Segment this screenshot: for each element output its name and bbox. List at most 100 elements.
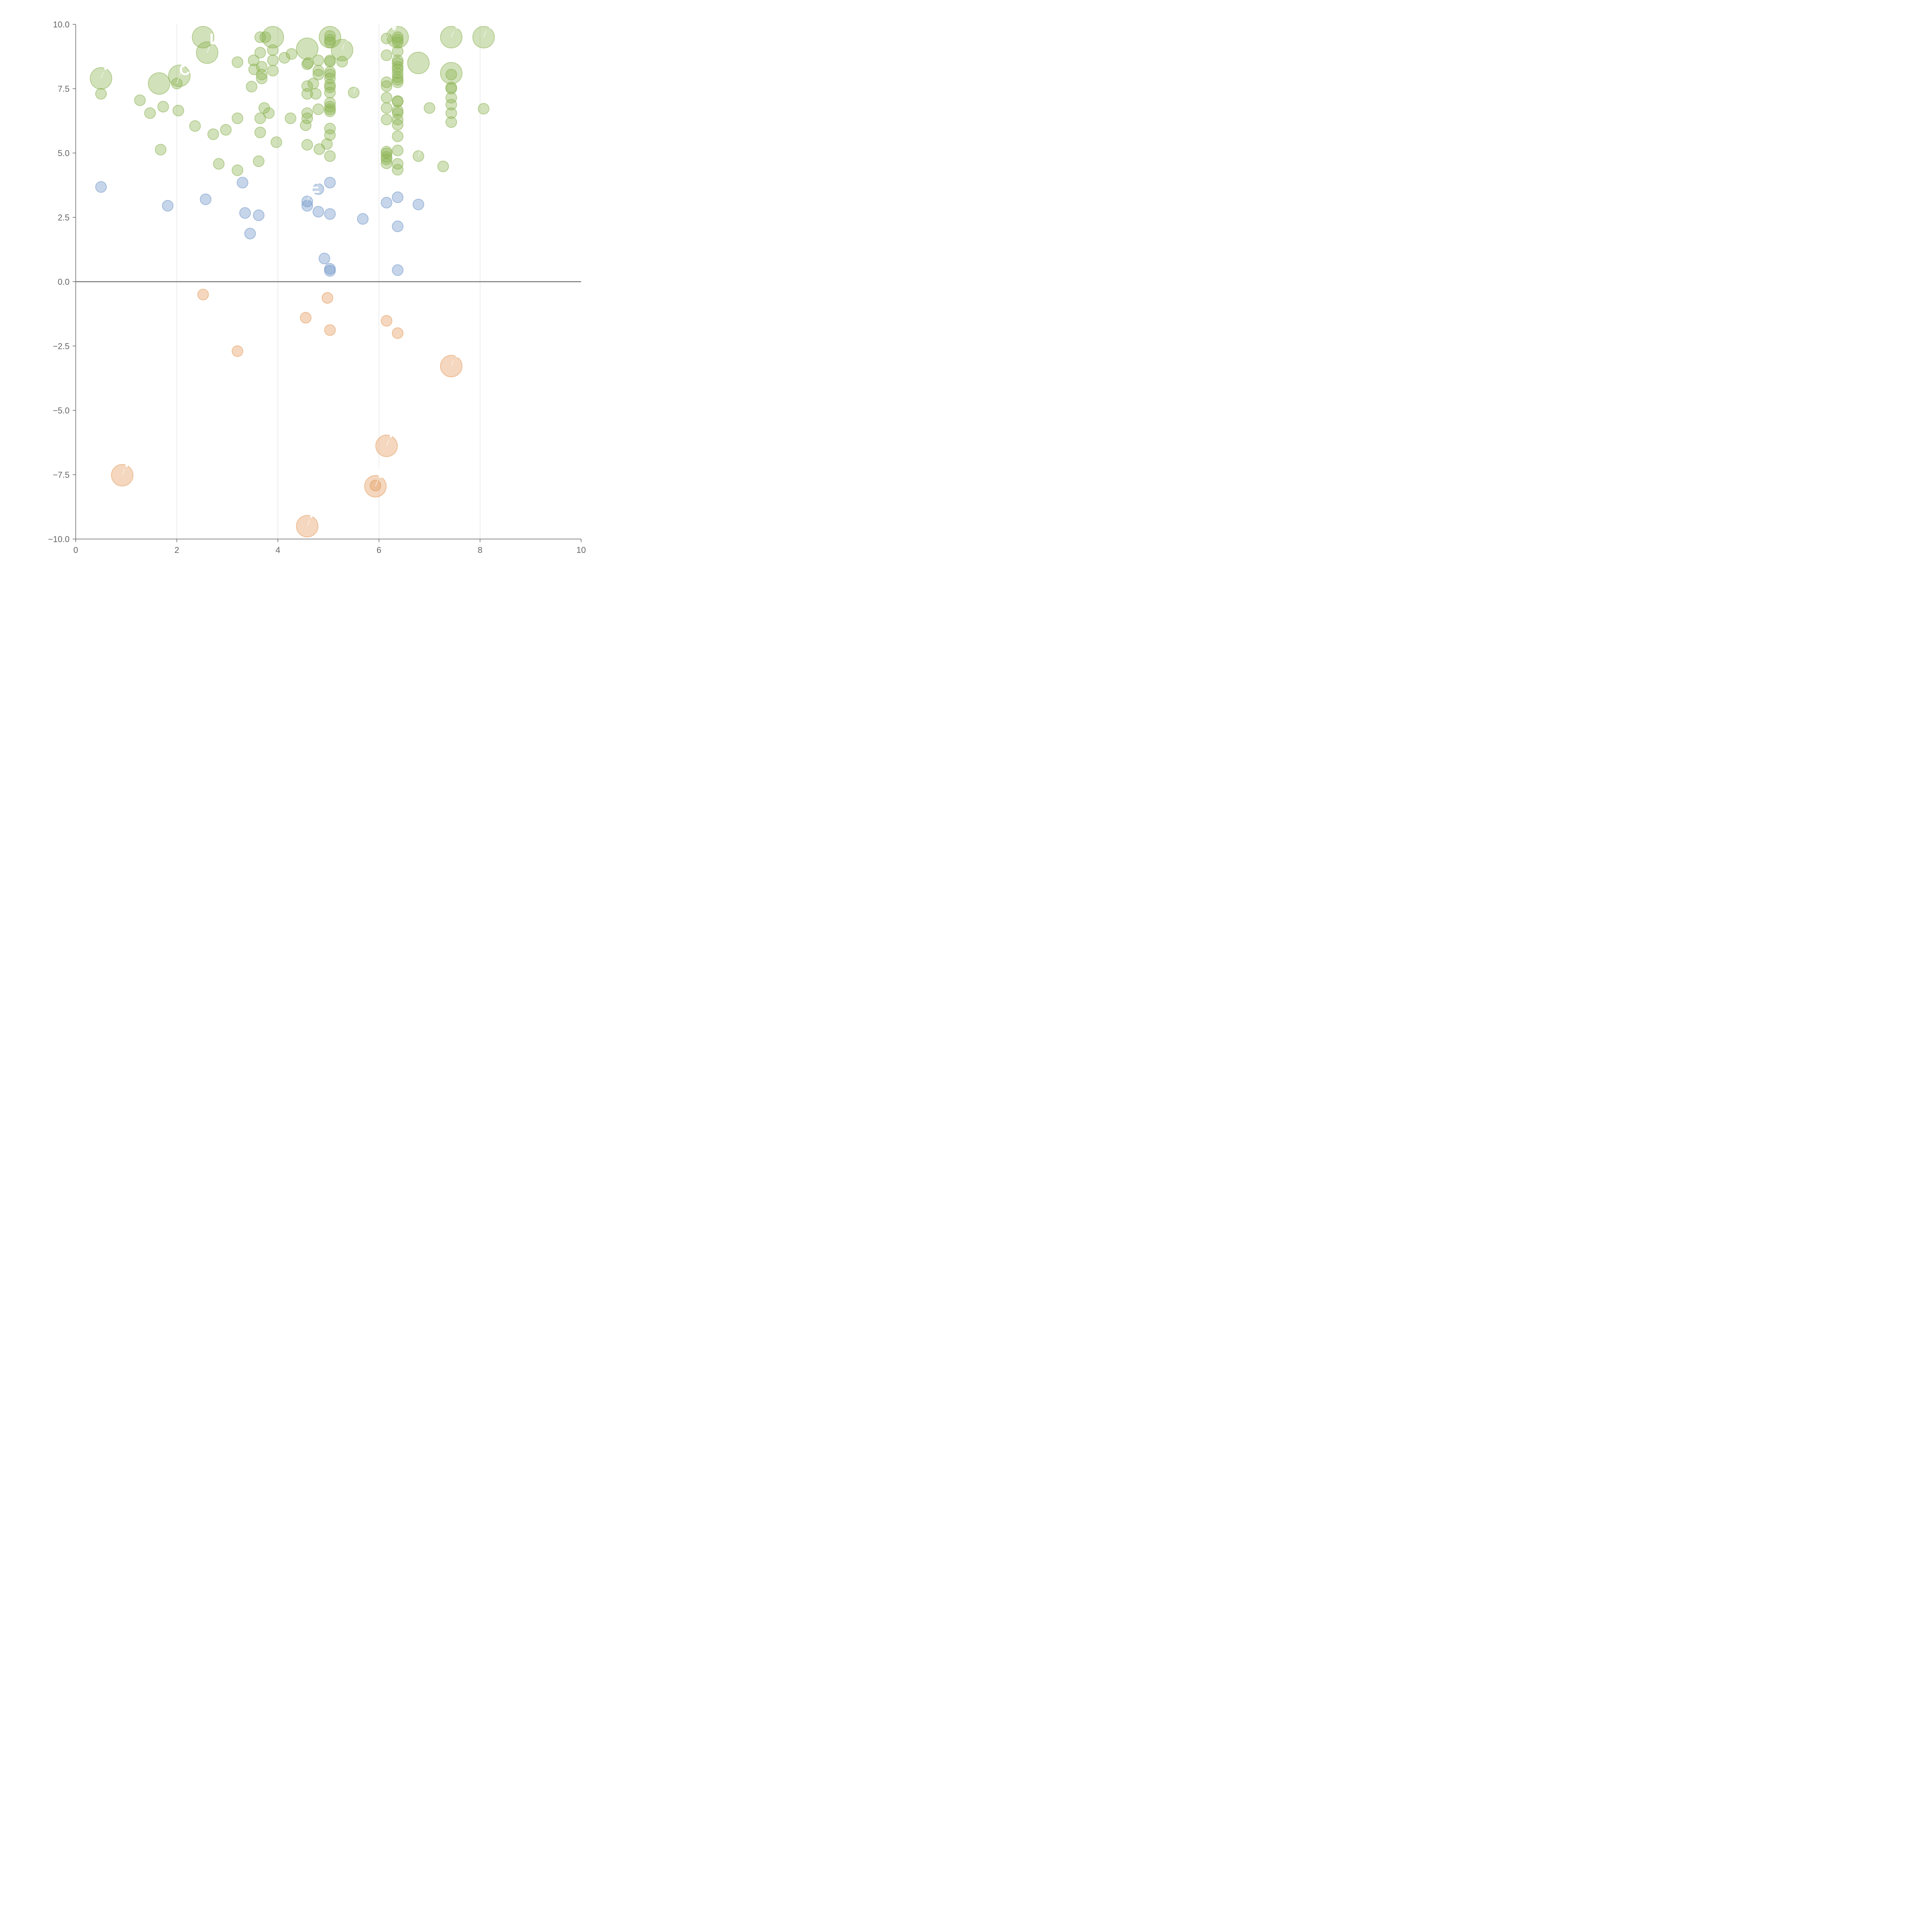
data-point	[262, 26, 284, 49]
data-label: TI	[486, 15, 500, 32]
data-point	[312, 103, 324, 115]
data-label: C	[454, 15, 465, 32]
data-point	[324, 72, 336, 84]
data-point	[392, 119, 404, 131]
data-point	[381, 197, 393, 209]
data-point	[392, 158, 404, 170]
label-leader	[122, 469, 125, 476]
data-point	[324, 68, 336, 80]
data-point	[392, 61, 404, 73]
data-point	[270, 136, 282, 148]
data-point	[324, 101, 336, 113]
x-tick-label: 10	[577, 545, 586, 555]
label-leader	[386, 32, 389, 39]
y-tick-label: 5.0	[58, 148, 70, 158]
data-point	[263, 107, 275, 119]
data-point	[369, 480, 381, 492]
label-leader	[483, 31, 486, 37]
data-point	[381, 49, 393, 61]
x-tick-label: 4	[276, 545, 280, 555]
data-point	[302, 57, 314, 69]
data-label: X	[182, 54, 192, 71]
data-point	[256, 68, 268, 80]
data-point	[301, 139, 313, 151]
label-leader	[179, 69, 182, 76]
data-point	[162, 200, 174, 212]
data-point	[197, 289, 209, 301]
data-label: D	[378, 464, 389, 481]
data-point	[392, 67, 404, 79]
data-point	[300, 119, 312, 131]
y-tick-label: −10.0	[48, 534, 70, 544]
label-leader	[307, 195, 310, 202]
data-point	[381, 151, 393, 163]
data-point	[148, 72, 170, 95]
data-point	[478, 103, 490, 115]
label-leader	[353, 86, 356, 93]
data-point	[392, 327, 404, 339]
data-point	[440, 62, 463, 85]
data-point	[213, 158, 225, 170]
y-tick-label: −2.5	[53, 342, 70, 351]
data-point	[284, 112, 296, 124]
data-point	[324, 105, 336, 117]
data-point	[392, 191, 404, 203]
label-leader	[375, 480, 378, 486]
data-point	[381, 148, 393, 160]
x-tick-label: 2	[174, 545, 179, 555]
data-point	[437, 160, 449, 172]
data-label: V	[389, 17, 399, 34]
bubble-chart: 0 2 4 6 8 10 −10.0 −7.5 −5.0 −2.5 0.0 2.5 5.0 7.5 10.0…	[48, 15, 586, 555]
data-point	[312, 183, 324, 195]
data-point	[134, 94, 146, 106]
data-point	[324, 177, 336, 189]
data-point	[324, 122, 336, 134]
data-point	[336, 56, 348, 68]
data-point	[324, 66, 336, 78]
data-point	[144, 107, 156, 119]
data-point	[381, 80, 393, 92]
data-point	[381, 153, 393, 165]
data-point	[445, 116, 457, 128]
data-point	[95, 181, 107, 193]
data-point	[231, 345, 243, 357]
data-point	[300, 312, 312, 324]
data-point	[392, 74, 404, 86]
y-tick-label: 10.0	[53, 20, 70, 29]
data-point	[239, 207, 251, 219]
x-tick-label: 0	[73, 545, 78, 555]
data-label: C	[356, 70, 367, 87]
data-point	[296, 37, 319, 60]
data-point	[321, 292, 333, 304]
data-point	[248, 54, 260, 66]
data-point	[392, 145, 404, 156]
data-point	[381, 315, 393, 327]
data-point	[392, 220, 404, 232]
data-label: A	[310, 504, 321, 521]
data-point	[267, 44, 279, 56]
data-point	[324, 87, 336, 99]
label-leader	[342, 44, 345, 50]
y-tick-label: −7.5	[53, 470, 70, 480]
data-label: I	[103, 56, 107, 73]
data-point	[392, 130, 404, 142]
data-point	[301, 112, 313, 124]
data-point	[381, 92, 393, 104]
data-point	[157, 101, 169, 113]
data-label: C	[454, 344, 465, 361]
data-point	[324, 56, 336, 68]
data-point	[392, 264, 404, 276]
data-point	[392, 36, 404, 48]
data-point	[423, 102, 435, 114]
data-point	[445, 83, 457, 95]
data-point	[312, 206, 324, 218]
data-point	[381, 114, 393, 126]
data-point	[445, 68, 457, 80]
data-point	[318, 253, 330, 265]
data-point	[381, 102, 393, 114]
bubbles	[90, 26, 495, 537]
data-point	[324, 129, 336, 141]
label-leader	[307, 520, 310, 526]
data-label: E	[310, 179, 320, 196]
